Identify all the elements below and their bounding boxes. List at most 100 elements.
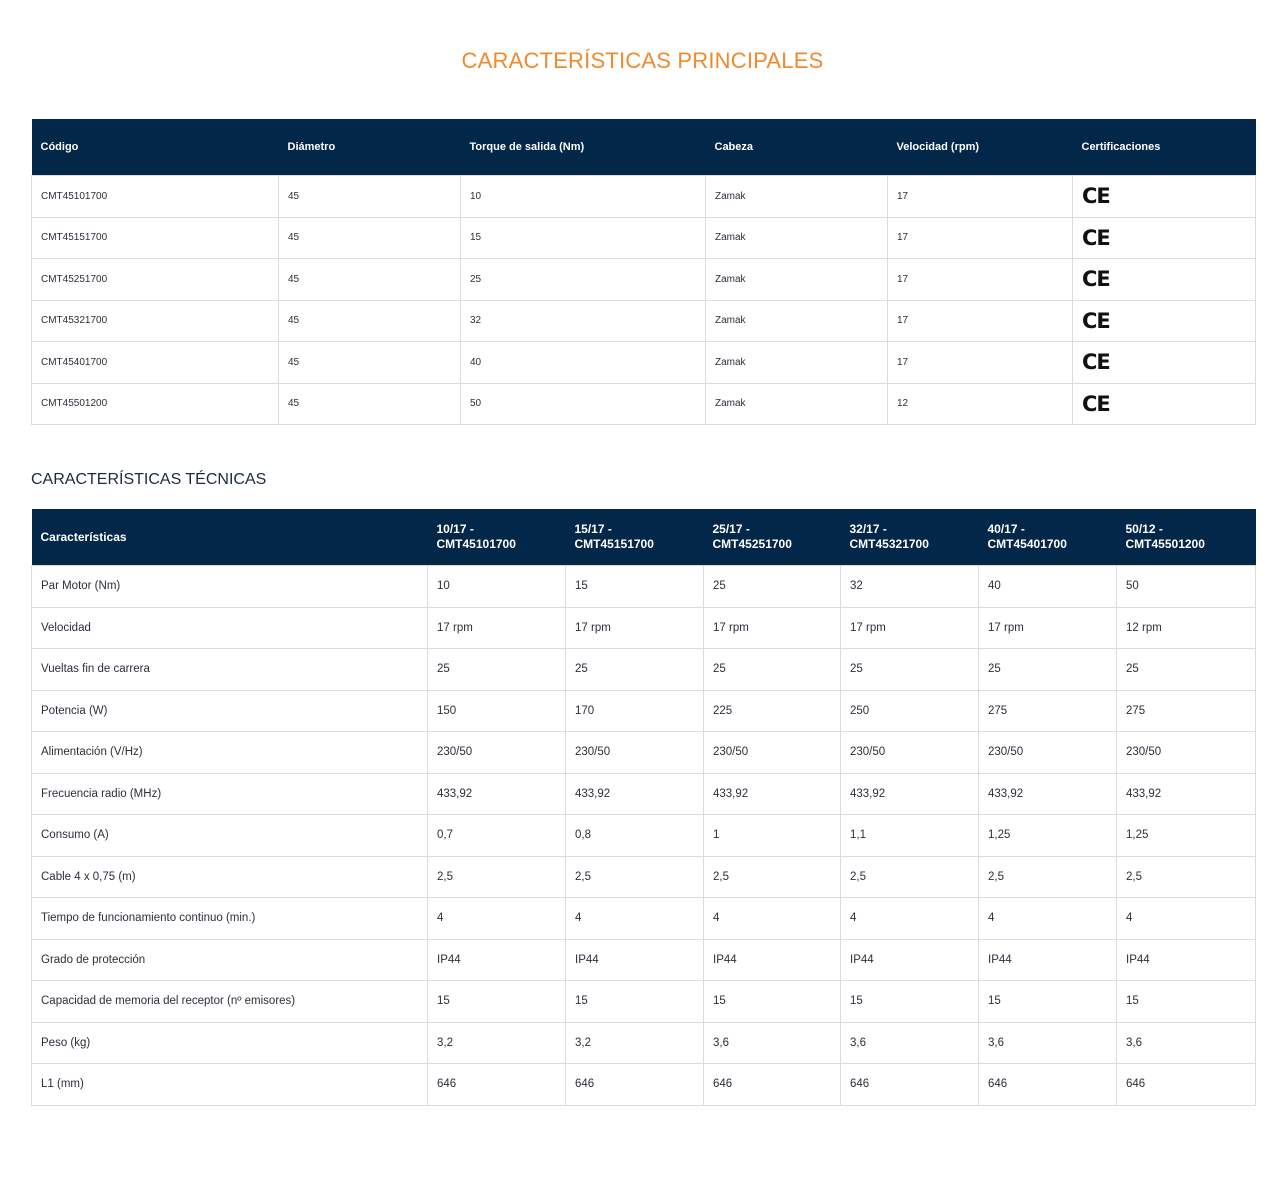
table-cell: 433,92 [565,772,704,815]
table-cell: 646 [427,1063,566,1106]
table-header-row: Código Diámetro Torque de salida (Nm) Cabez… [31,119,1256,176]
table-cell: 25 [703,648,841,691]
table-cell: 230/50 [1116,731,1256,774]
table-cell: IP44 [703,938,841,981]
table-cell: 25 [703,565,841,608]
table-cell: 3,6 [978,1021,1117,1064]
row-label: Cable 4 x 0,75 (m) [31,855,428,898]
technical-features-title: CARACTERÍSTICAS TÉCNICAS [31,471,267,488]
table-cell: 40 [978,565,1117,608]
ce-mark-icon: CE [1082,308,1111,333]
table-cell: 17 rpm [427,606,566,649]
table-cell: 40 [460,341,706,384]
table-cell: 25 [840,648,979,691]
table-cell: 4 [840,897,979,940]
table-cell: 50 [1116,565,1256,608]
header-line: Características [40,529,127,544]
table-cell: 10 [427,565,566,608]
ce-certification-icon: CE [1072,341,1256,384]
table-cell: 15 [703,980,841,1023]
table-cell: CMT45321700 [31,299,279,342]
column-header: Velocidad (rpm) [887,119,1073,176]
table-cell: 433,92 [703,772,841,815]
table-cell: 250 [840,689,979,732]
table-cell: CMT45251700 [31,258,279,301]
table-cell: IP44 [427,938,566,981]
table-cell: Zamak [705,216,888,259]
table-row: Velocidad 17 rpm 17 rpm 17 rpm 17 rpm 17 rpm 1… [31,606,1256,649]
table-cell: 275 [978,689,1117,732]
table-cell: 433,92 [427,772,566,815]
table-cell: 45 [278,216,461,259]
table-cell: 15 [565,980,704,1023]
table-cell: 17 [887,258,1073,301]
column-header: Diámetro [278,119,461,176]
table-row: CMT45501200 45 50 Zamak 12 CE [31,382,1256,425]
column-header: 10/17 - CMT45101700 [427,509,566,566]
column-header: 15/17 - CMT45151700 [565,509,704,566]
table-row: Potencia (W) 150 170 225 250 275 275 [31,689,1256,732]
ce-mark-icon: CE [1082,391,1111,416]
ce-mark-icon: CE [1082,350,1111,375]
ce-certification-icon: CE [1072,175,1256,218]
table-cell: IP44 [978,938,1117,981]
table-cell: 12 rpm [1116,606,1256,649]
table-cell: 25 [460,258,706,301]
table-cell: 2,5 [427,855,566,898]
table-cell: 433,92 [840,772,979,815]
table-cell: 230/50 [565,731,704,774]
row-label: Peso (kg) [31,1021,428,1064]
row-label: Capacidad de memoria del receptor (nº em… [31,980,428,1023]
header-line: 10/17 - [436,522,474,536]
table-cell: 3,6 [840,1021,979,1064]
table-cell: 17 [887,341,1073,384]
table-cell: 4 [1116,897,1256,940]
technical-features-table: Características 10/17 - CMT45101700 15/17 -… [31,509,1256,1106]
table-cell: 0,8 [565,814,704,857]
table-cell: 3,2 [427,1021,566,1064]
table-cell: 15 [565,565,704,608]
table-row: Consumo (A) 0,7 0,8 1 1,1 1,25 1,25 [31,814,1256,857]
table-cell: 17 [887,216,1073,259]
table-cell: 1,1 [840,814,979,857]
table-cell: 15 [427,980,566,1023]
table-cell: 1 [703,814,841,857]
column-header: 40/17 - CMT45401700 [978,509,1117,566]
table-cell: 45 [278,175,461,218]
table-cell: 32 [460,299,706,342]
table-cell: 15 [978,980,1117,1023]
table-cell: 4 [978,897,1117,940]
ce-mark-icon: CE [1082,267,1111,292]
table-row: Alimentación (V/Hz) 230/50 230/50 230/50 230… [31,731,1256,774]
main-features-title: CARACTERÍSTICAS PRINCIPALES [461,48,824,73]
table-cell: 17 [887,299,1073,342]
table-row: Tiempo de funcionamiento continuo (min.)… [31,897,1256,940]
row-label: Vueltas fin de carrera [31,648,428,691]
row-label: Grado de protección [31,938,428,981]
table-row: L1 (mm) 646 646 646 646 646 646 [31,1063,1256,1106]
table-cell: Zamak [705,299,888,342]
header-line: 25/17 - [712,522,750,536]
table-cell: 45 [278,341,461,384]
table-row: Cable 4 x 0,75 (m) 2,5 2,5 2,5 2,5 2,5 2,5 [31,855,1256,898]
column-header: 25/17 - CMT45251700 [703,509,841,566]
ce-certification-icon: CE [1072,382,1256,425]
table-cell: 4 [703,897,841,940]
table-cell: 150 [427,689,566,732]
table-cell: 230/50 [978,731,1117,774]
table-cell: 45 [278,382,461,425]
table-cell: 2,5 [978,855,1117,898]
table-cell: 17 rpm [703,606,841,649]
table-cell: 25 [978,648,1117,691]
table-cell: Zamak [705,382,888,425]
table-cell: 646 [978,1063,1117,1106]
table-cell: 4 [565,897,704,940]
header-line: CMT45151700 [574,537,654,551]
table-cell: 32 [840,565,979,608]
table-row: CMT45321700 45 32 Zamak 17 CE [31,299,1256,342]
column-header: 50/12 - CMT45501200 [1116,509,1256,566]
row-label: Potencia (W) [31,689,428,732]
header-line: 15/17 - [574,522,612,536]
ce-mark-icon: CE [1082,225,1111,250]
table-cell: Zamak [705,341,888,384]
